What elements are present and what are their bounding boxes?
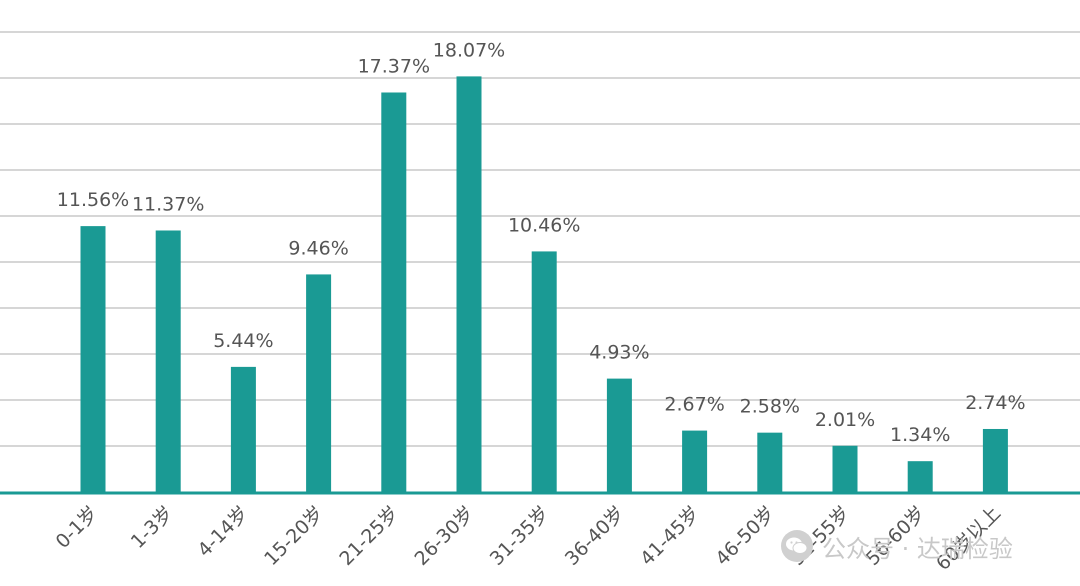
data-label: 2.58% xyxy=(740,396,800,418)
bar xyxy=(381,92,407,493)
data-label: 11.37% xyxy=(132,193,204,215)
x-tick-label: 21-25岁 xyxy=(335,502,403,570)
data-label: 4.93% xyxy=(589,342,649,364)
data-label: 9.46% xyxy=(288,237,348,259)
bar xyxy=(757,432,783,492)
x-tick-label: 4-14岁 xyxy=(193,502,252,561)
data-label: 11.56% xyxy=(57,189,129,211)
data-label: 1.34% xyxy=(890,424,950,446)
x-tick-label: 26-30岁 xyxy=(410,502,478,570)
bars xyxy=(80,76,1008,493)
data-labels: 11.56% 11.37% 5.44% 9.46% 17.37%18.07% 10.46%… xyxy=(57,39,1026,446)
bar xyxy=(155,230,181,493)
x-tick-label: 15-20岁 xyxy=(260,502,328,570)
x-tick-label: 41-45岁 xyxy=(636,502,704,570)
bar xyxy=(456,76,482,492)
data-label: 17.37% xyxy=(358,55,430,77)
data-label: 2.74% xyxy=(965,392,1025,414)
bar xyxy=(682,430,708,492)
data-label: 18.07% xyxy=(433,39,505,61)
x-tick-label: 1-3岁 xyxy=(127,502,178,553)
data-label: 10.46% xyxy=(508,214,580,236)
bar xyxy=(531,251,557,492)
bar xyxy=(80,226,106,492)
bar xyxy=(306,274,332,492)
watermark: 公众号 · 达瑞检验 xyxy=(780,526,1060,566)
bar xyxy=(907,461,933,492)
x-tick-label: 0-1岁 xyxy=(52,502,103,553)
x-tick-label: 46-50岁 xyxy=(711,502,779,570)
bar xyxy=(606,378,632,492)
data-label: 5.44% xyxy=(213,330,273,352)
data-label: 2.67% xyxy=(664,394,724,416)
x-tick-label: 36-40岁 xyxy=(561,502,629,570)
bar xyxy=(982,428,1008,492)
bar xyxy=(832,445,858,492)
wechat-icon xyxy=(781,530,813,562)
data-label: 2.01% xyxy=(815,409,875,431)
x-tick-label: 31-35岁 xyxy=(486,502,554,570)
bar xyxy=(230,366,256,492)
watermark-text: 公众号 · 达瑞检验 xyxy=(822,534,1013,563)
